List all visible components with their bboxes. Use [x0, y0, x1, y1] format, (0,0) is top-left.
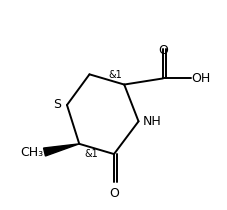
- Text: CH₃: CH₃: [20, 146, 43, 159]
- Text: &1: &1: [84, 149, 98, 159]
- Text: S: S: [53, 98, 61, 112]
- Text: OH: OH: [191, 72, 210, 85]
- Text: &1: &1: [108, 71, 122, 80]
- Text: O: O: [158, 44, 167, 57]
- Text: NH: NH: [142, 115, 161, 128]
- Polygon shape: [43, 144, 79, 156]
- Text: O: O: [109, 187, 118, 200]
